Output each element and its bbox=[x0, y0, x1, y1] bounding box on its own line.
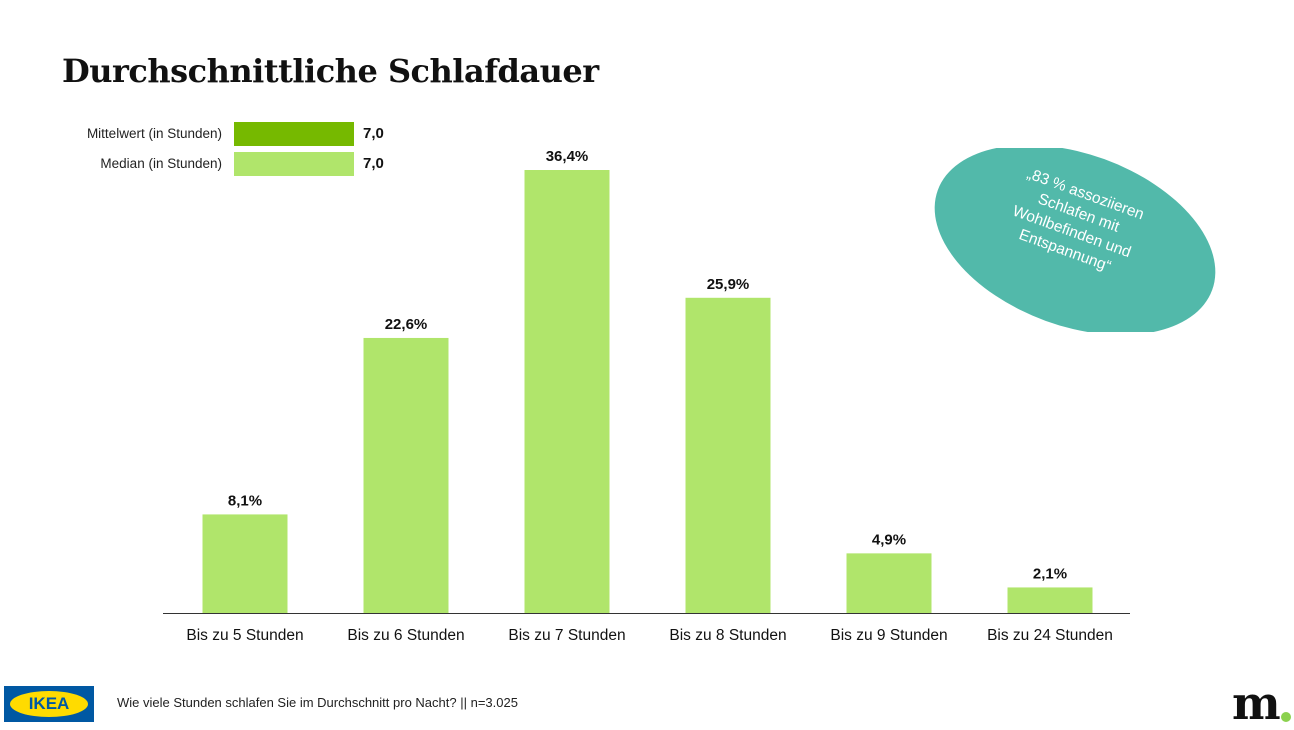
x-tick-label: Bis zu 5 Stunden bbox=[186, 627, 303, 644]
bar bbox=[202, 514, 288, 613]
ikea-logo: IKEA bbox=[4, 686, 94, 722]
brand-logo: m bbox=[1232, 676, 1281, 730]
bar bbox=[1007, 587, 1093, 613]
x-tick-label: Bis zu 7 Stunden bbox=[508, 627, 625, 644]
callout-ellipse bbox=[934, 148, 1216, 332]
x-tick-label: Bis zu 24 Stunden bbox=[987, 627, 1113, 644]
brand-logo-dot bbox=[1281, 712, 1291, 722]
page-title: Durchschnittliche Schlafdauer bbox=[62, 52, 599, 90]
bar bbox=[363, 337, 449, 613]
legend-swatch-median bbox=[234, 152, 354, 176]
legend-value-median: 7,0 bbox=[363, 155, 384, 172]
ikea-logo-text: IKEA bbox=[10, 691, 88, 717]
legend-swatch-mean bbox=[234, 122, 354, 146]
bar bbox=[524, 170, 610, 613]
bar bbox=[846, 553, 932, 613]
x-tick-label: Bis zu 9 Stunden bbox=[830, 627, 947, 644]
legend-label-median: Median (in Stunden) bbox=[100, 156, 222, 171]
data-label: 22,6% bbox=[385, 316, 428, 333]
legend-label-mean: Mittelwert (in Stunden) bbox=[86, 126, 222, 141]
bar bbox=[685, 297, 771, 613]
data-label: 25,9% bbox=[707, 276, 750, 293]
data-label: 2,1% bbox=[1033, 565, 1067, 582]
data-label: 36,4% bbox=[546, 148, 589, 165]
x-tick-label: Bis zu 6 Stunden bbox=[347, 627, 464, 644]
data-label: 4,9% bbox=[872, 531, 906, 548]
x-tick-label: Bis zu 8 Stunden bbox=[669, 627, 786, 644]
survey-question: Wie viele Stunden schlafen Sie im Durchs… bbox=[117, 695, 518, 710]
data-label: 8,1% bbox=[228, 492, 262, 509]
legend-value-mean: 7,0 bbox=[363, 125, 384, 142]
